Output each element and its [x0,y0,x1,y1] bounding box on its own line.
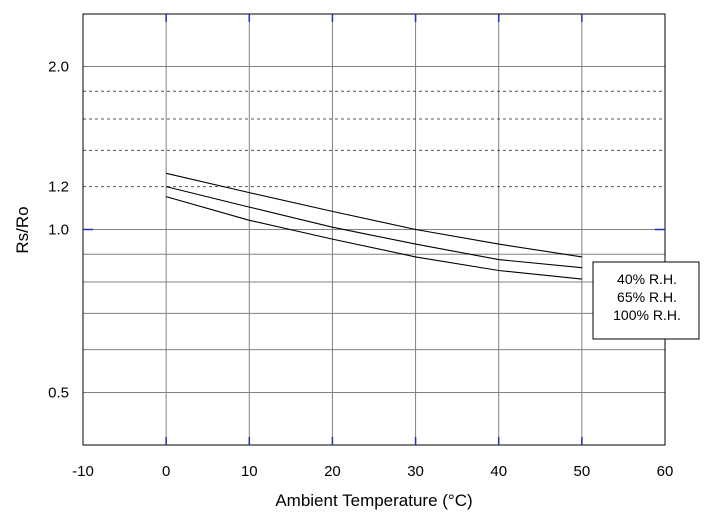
grid [83,14,665,445]
x-tick-label: 40 [490,463,507,480]
series-line-1 [165,186,582,269]
x-tick-labels: -10 0 10 20 30 40 50 60 [72,463,673,480]
legend-label-65rh: 65% R.H. [617,289,677,305]
x-tick-label: 50 [574,463,591,480]
legend-box [592,261,700,340]
series-line-2 [165,196,582,280]
legend-label-100rh: 100% R.H. [613,307,681,323]
x-tick-label: 60 [657,463,674,480]
y-axis-title: Rs/Ro [13,206,32,253]
x-tick-label: -10 [72,463,94,480]
x-tick-label: 30 [407,463,424,480]
legend: 40% R.H. 65% R.H. 100% R.H. [592,261,700,340]
frame-ticks [83,14,665,445]
series-line-0 [165,172,582,258]
x-tick-label: 0 [162,463,170,480]
y-tick-label: 0.5 [48,385,69,402]
legend-label-40rh: 40% R.H. [617,271,677,287]
curves [165,172,582,280]
x-axis-title: Ambient Temperature (°C) [275,491,472,510]
x-tick-label: 20 [324,463,341,480]
y-tick-label: 2.0 [48,58,69,75]
y-tick-label: 1.2 [48,179,69,196]
y-tick-label: 1.0 [48,222,69,239]
y-tick-labels: 0.5 1.0 1.2 2.0 [48,58,69,401]
x-tick-label: 10 [241,463,258,480]
